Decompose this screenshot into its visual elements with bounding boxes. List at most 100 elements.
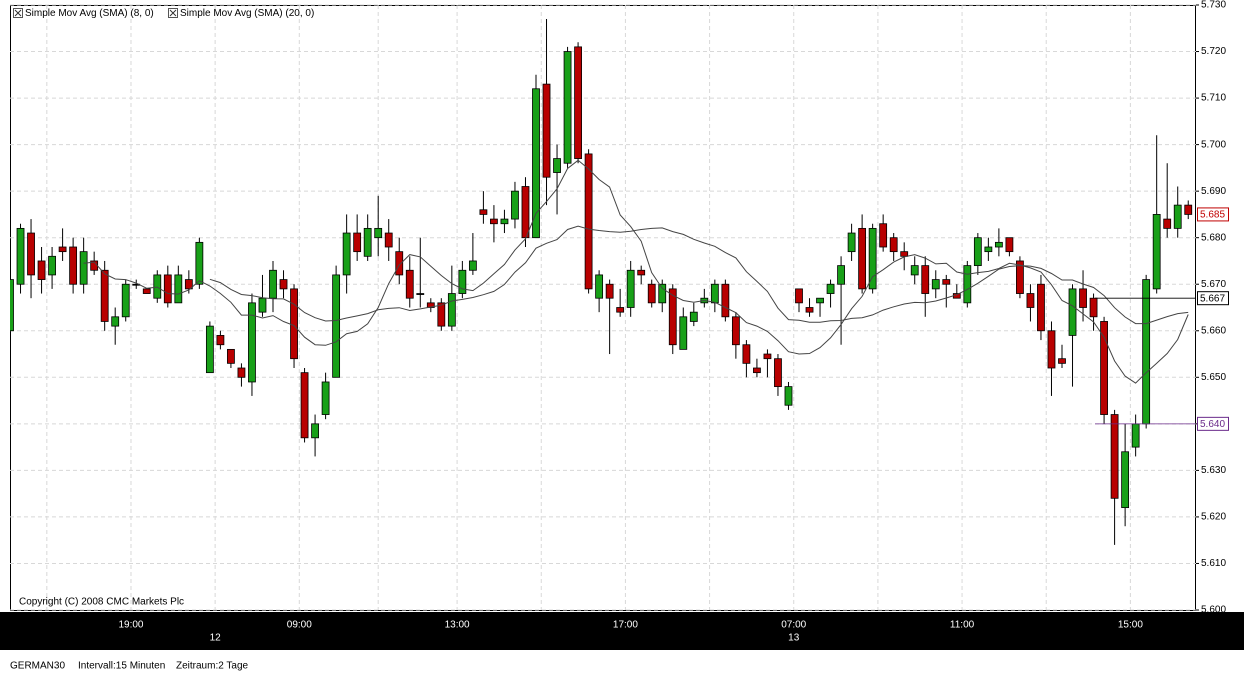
legend-entry: Simple Mov Avg (SMA) (8, 0) bbox=[25, 8, 154, 19]
marker-box bbox=[1197, 207, 1229, 222]
legend-entry: Simple Mov Avg (SMA) (20, 0) bbox=[180, 8, 314, 19]
candle-body bbox=[416, 293, 425, 295]
y-tick-label: 5.600 bbox=[1201, 605, 1226, 616]
candle-body bbox=[784, 386, 793, 406]
candle-body bbox=[637, 269, 646, 276]
candle-body bbox=[405, 269, 414, 299]
x-tick-label: 19:00 bbox=[118, 620, 143, 631]
candle-body bbox=[111, 316, 120, 327]
candle-body bbox=[395, 251, 404, 276]
candle-body bbox=[363, 227, 372, 257]
candle-body bbox=[69, 246, 78, 285]
y-tick-label: 5.720 bbox=[1201, 46, 1226, 57]
candle-body bbox=[595, 274, 604, 299]
x-tick-label: 07:00 bbox=[781, 620, 806, 631]
candle-body bbox=[216, 335, 225, 346]
y-tick-label: 5.660 bbox=[1201, 325, 1226, 336]
y-tick-label: 5.690 bbox=[1201, 186, 1226, 197]
candle-body bbox=[321, 381, 330, 415]
candle-body bbox=[910, 265, 919, 276]
date-label: 12 bbox=[210, 633, 222, 644]
candle-body bbox=[1184, 204, 1193, 215]
candle-body bbox=[1110, 414, 1119, 499]
candle-body bbox=[48, 255, 56, 276]
candle-body bbox=[1026, 293, 1035, 308]
plot-area bbox=[10, 18, 1193, 545]
marker-box bbox=[1197, 416, 1229, 431]
y-tick-label: 5.610 bbox=[1201, 558, 1226, 569]
candle-body bbox=[521, 186, 530, 239]
candle-body bbox=[174, 274, 183, 304]
candle-body bbox=[332, 274, 341, 378]
candle-body bbox=[1121, 451, 1130, 509]
candle-body bbox=[942, 279, 951, 285]
y-tick-label: 5.700 bbox=[1201, 139, 1226, 150]
candle-body bbox=[1131, 423, 1140, 448]
candle-body bbox=[816, 297, 824, 304]
candle-body bbox=[858, 227, 867, 290]
candle-body bbox=[205, 325, 214, 374]
candle-body bbox=[1079, 288, 1087, 308]
candle-body bbox=[616, 307, 625, 313]
candle-body bbox=[763, 353, 772, 360]
candle-body bbox=[753, 367, 761, 374]
candle-body bbox=[258, 297, 267, 313]
candle-body bbox=[511, 190, 519, 220]
candle-body bbox=[1016, 260, 1024, 294]
candle-body bbox=[163, 274, 172, 304]
sma-line bbox=[83, 159, 1189, 384]
candle-body bbox=[269, 269, 277, 299]
time-axis-band bbox=[0, 612, 1244, 650]
candle-body bbox=[921, 265, 930, 294]
candle-body bbox=[1163, 218, 1172, 229]
candle-body bbox=[479, 209, 488, 215]
candle-body bbox=[900, 251, 909, 257]
candle-body bbox=[668, 288, 677, 346]
candle-body bbox=[973, 237, 982, 267]
candle-body bbox=[227, 348, 235, 364]
candle-body bbox=[468, 260, 477, 271]
legend: Simple Mov Avg (SMA) (8, 0) Simple Mov A… bbox=[13, 8, 314, 19]
candle-body bbox=[605, 283, 614, 299]
x-tick-label: 11:00 bbox=[950, 620, 975, 631]
candle-body bbox=[689, 311, 698, 322]
candle-body bbox=[679, 316, 688, 350]
candle-body bbox=[142, 288, 151, 294]
candle-body bbox=[584, 153, 593, 290]
candle-body bbox=[574, 46, 582, 159]
candle-body bbox=[532, 88, 540, 239]
candle-body bbox=[805, 307, 814, 313]
y-tick-label: 5.650 bbox=[1201, 372, 1226, 383]
candle-body bbox=[27, 232, 35, 276]
date-label: 13 bbox=[788, 633, 800, 644]
candle-body bbox=[647, 283, 656, 304]
candle-body bbox=[384, 232, 393, 248]
candle-body bbox=[374, 227, 383, 239]
y-tick-label: 5.620 bbox=[1201, 512, 1226, 523]
candle-body bbox=[879, 223, 888, 248]
candle-body bbox=[1173, 204, 1182, 229]
candle-body bbox=[353, 232, 362, 253]
candle-body bbox=[500, 218, 509, 225]
candle-body bbox=[721, 283, 730, 318]
candle-body bbox=[795, 288, 803, 304]
candle-body bbox=[1152, 214, 1161, 290]
y-tick-label: 5.630 bbox=[1201, 465, 1226, 476]
y-tick-label: 5.730 bbox=[1201, 0, 1226, 11]
candle-body bbox=[16, 227, 25, 285]
instrument: GERMAN30 bbox=[10, 661, 65, 672]
candle-body bbox=[290, 288, 298, 360]
candle-body bbox=[563, 51, 572, 164]
candle-body bbox=[1037, 283, 1045, 332]
candle-body bbox=[774, 358, 782, 388]
candle-body bbox=[542, 83, 551, 178]
candle-body bbox=[931, 279, 940, 290]
axes: 5.600 5.610 5.620 5.630 5.640 5.650 5.660 5.670… bbox=[118, 0, 1229, 644]
candle-body bbox=[458, 269, 467, 294]
candle-body bbox=[994, 241, 1003, 248]
candle-body bbox=[300, 372, 309, 439]
y-tick-label: 5.670 bbox=[1201, 279, 1226, 290]
interval: Intervall:15 Minuten bbox=[78, 661, 165, 672]
